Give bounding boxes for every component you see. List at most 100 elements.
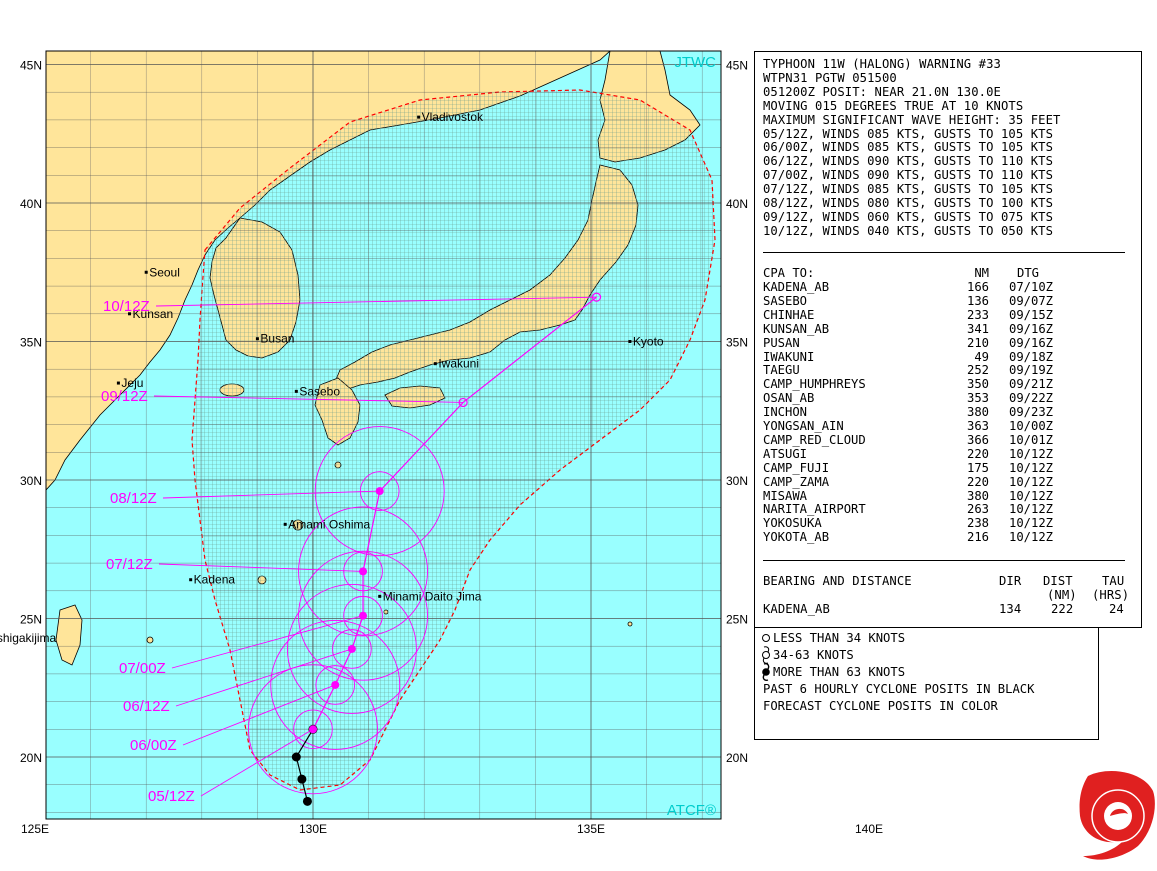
lon-label: 140E bbox=[855, 822, 883, 836]
bearing-title: BEARING AND DISTANCE bbox=[763, 574, 912, 588]
lat-label-right: 35N bbox=[726, 336, 748, 350]
legend-lt34: LESS THAN 34 KNOTS bbox=[773, 631, 906, 645]
cpa-dtg: 09/21Z bbox=[1009, 377, 1054, 392]
cpa-dtg: 09/07Z bbox=[1009, 293, 1054, 308]
jtwc-seal-icon bbox=[1079, 771, 1155, 860]
cpa-nm: 210 bbox=[966, 335, 989, 350]
cpa-dtg: 09/16Z bbox=[1009, 321, 1054, 336]
warning-line: 07/00Z, WINDS 090 KTS, GUSTS TO 110 KTS bbox=[763, 168, 1054, 183]
place-marker bbox=[628, 340, 632, 343]
cpa-nm: 341 bbox=[966, 321, 989, 336]
cpa-dtg: 07/10Z bbox=[1009, 280, 1054, 294]
cpa-name: YOKOSUKA bbox=[763, 516, 822, 531]
cpa-dtg: 09/19Z bbox=[1009, 363, 1054, 378]
cpa-dtg: 10/12Z bbox=[1009, 488, 1054, 503]
place-labels: VladivostokMisawaSeoulKunsanBusanKyotoTo… bbox=[0, 110, 991, 645]
legend-34-63: 34-63 KNOTS bbox=[773, 648, 854, 662]
legend-gt63: MORE THAN 63 KNOTS bbox=[773, 665, 906, 679]
cpa-nm: 353 bbox=[966, 391, 989, 406]
cpa-nm: 252 bbox=[966, 363, 989, 378]
cpa-nm: 233 bbox=[966, 307, 989, 322]
cpa-name: CAMP_HUMPHREYS bbox=[763, 377, 866, 392]
lat-label-right: 20N bbox=[726, 751, 748, 765]
cpa-name: YOKOTA_AB bbox=[763, 530, 830, 545]
place-marker bbox=[128, 312, 132, 316]
place-label: Seoul bbox=[149, 265, 180, 279]
divider bbox=[763, 252, 1125, 253]
cpa-nm: 166 bbox=[966, 280, 989, 294]
jtwc-label: JTWC bbox=[674, 54, 716, 71]
cpa-dtg: 09/15Z bbox=[1009, 307, 1054, 322]
legend-forecast: FORECAST CYCLONE POSITS IN COLOR bbox=[763, 699, 998, 713]
bearing-dist: 222 bbox=[1051, 602, 1074, 616]
cpa-dtg: 09/18Z bbox=[1009, 349, 1054, 364]
place-marker bbox=[294, 389, 298, 393]
lat-label-left: 35N bbox=[20, 336, 42, 350]
forecast-time-label: 08/12Z bbox=[110, 490, 157, 507]
place-label: Minami Daito Jima bbox=[383, 589, 482, 603]
typhoon-icon bbox=[762, 663, 770, 681]
past-position bbox=[297, 774, 307, 784]
forecast-time-label: 06/00Z bbox=[130, 737, 177, 754]
radius-64kt bbox=[332, 629, 372, 669]
bearing-dist-unit: (NM) bbox=[1047, 588, 1077, 602]
cpa-name: OSAN_AB bbox=[763, 391, 815, 406]
lat-label-left: 30N bbox=[20, 474, 42, 488]
warning-line: 051200Z POSIT: NEAR 21.0N 130.0E bbox=[763, 84, 1001, 99]
cpa-dtg: 09/23Z bbox=[1009, 405, 1054, 420]
place-label: Iwakuni bbox=[438, 357, 479, 371]
cpa-name: CHINHAE bbox=[763, 307, 815, 322]
past-track bbox=[295, 728, 314, 802]
cpa-nm: 220 bbox=[966, 474, 989, 489]
past-position bbox=[291, 752, 301, 762]
radius-34kt bbox=[298, 506, 428, 637]
cpa-nm: 238 bbox=[966, 516, 989, 531]
radius-34kt bbox=[286, 584, 417, 714]
cpa-dtg: 09/22Z bbox=[1009, 391, 1054, 406]
bearing-dist-header: DIST bbox=[1043, 574, 1073, 588]
place-label: Kadena bbox=[194, 573, 236, 587]
place-label: Ishigakijima bbox=[0, 631, 57, 645]
cpa-name: INCHON bbox=[763, 405, 808, 420]
warning-line: MOVING 015 DEGREES TRUE AT 10 KNOTS bbox=[763, 98, 1024, 113]
warning-line: 06/00Z, WINDS 085 KTS, GUSTS TO 105 KTS bbox=[763, 140, 1054, 155]
place-marker bbox=[116, 381, 120, 385]
cpa-name: SASEBO bbox=[763, 293, 808, 308]
cpa-nm-header: NM bbox=[974, 266, 989, 280]
storm-icon bbox=[762, 646, 770, 664]
cpa-name: KADENA_AB bbox=[763, 280, 830, 294]
forecast-time-label: 09/12Z bbox=[101, 388, 148, 405]
lat-label-left: 45N bbox=[20, 59, 42, 73]
place-label: Amami Oshima bbox=[288, 517, 370, 531]
depression-icon bbox=[762, 634, 770, 642]
place-label: Sasebo bbox=[299, 384, 340, 398]
cpa-name: MISAWA bbox=[763, 488, 808, 503]
cpa-nm: 216 bbox=[966, 530, 989, 545]
map-frame bbox=[45, 50, 722, 820]
lat-label-left: 25N bbox=[20, 613, 42, 627]
legend-symbols bbox=[762, 634, 770, 681]
place-marker bbox=[417, 115, 421, 119]
forecast-leader-line bbox=[175, 648, 353, 707]
forecast-track bbox=[312, 296, 597, 730]
lat-label-right: 30N bbox=[726, 474, 748, 488]
cpa-name: NARITA_AIRPORT bbox=[763, 502, 866, 517]
place-marker bbox=[189, 578, 193, 582]
danger-swath bbox=[191, 89, 716, 791]
warning-line: WTPN31 PGTW 051500 bbox=[763, 70, 897, 85]
graticule bbox=[46, 51, 721, 819]
forecast-time-label: 10/12Z bbox=[103, 298, 150, 315]
cpa-name: CAMP_FUJI bbox=[763, 460, 830, 475]
bearing-tau-header: TAU bbox=[1102, 574, 1125, 588]
cpa-dtg: 10/12Z bbox=[1009, 516, 1054, 531]
cpa-nm: 49 bbox=[974, 349, 989, 364]
cpa-name: YONGSAN_AIN bbox=[763, 419, 844, 433]
place-marker bbox=[144, 270, 148, 274]
lat-label-right: 45N bbox=[726, 59, 748, 73]
lon-label: 135E bbox=[577, 822, 605, 836]
place-marker bbox=[378, 594, 382, 598]
place-label: Busan bbox=[260, 332, 294, 346]
radius-64kt bbox=[359, 471, 400, 511]
radius-34kt bbox=[248, 664, 378, 795]
